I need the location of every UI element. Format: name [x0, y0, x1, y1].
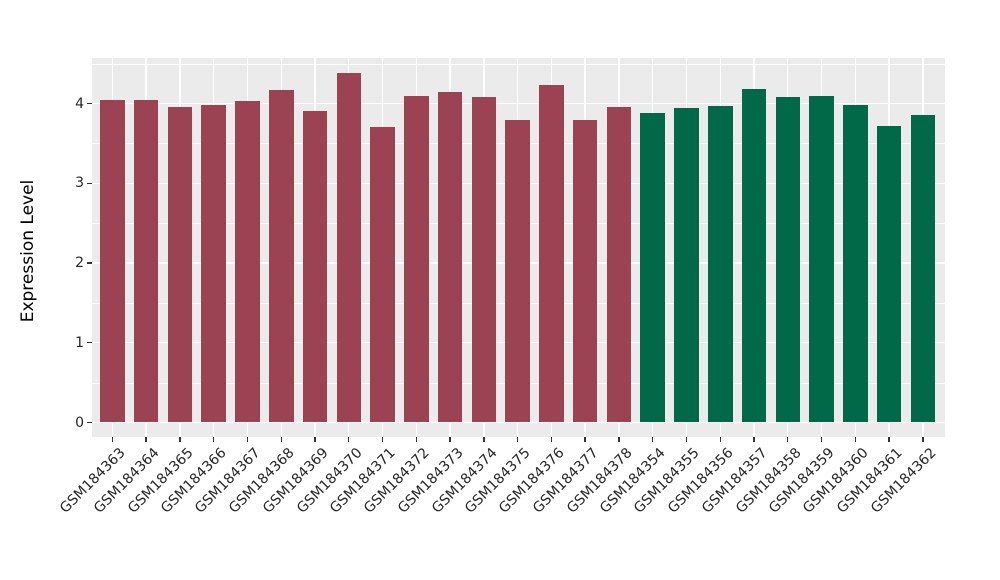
bar-GSM184360 [843, 105, 868, 423]
x-tick-mark [584, 437, 586, 442]
bar-GSM184358 [775, 97, 801, 423]
bar-GSM184356 [708, 105, 733, 423]
bar-GSM184373 [437, 92, 463, 423]
y-tick-label: 4 [75, 95, 84, 112]
x-tick-mark [550, 437, 553, 442]
y-tick-mark [87, 262, 92, 264]
x-tick-mark [516, 437, 519, 442]
bar-GSM184372 [404, 95, 429, 423]
y-tick-label: 1 [75, 334, 84, 351]
bar-GSM184376 [539, 85, 564, 423]
x-tick-mark [280, 437, 282, 442]
bar-GSM184377 [572, 120, 598, 423]
x-tick-mark [449, 437, 451, 442]
bar-GSM184368 [269, 89, 294, 423]
bar-GSM184366 [201, 105, 226, 423]
minor-gridline [92, 63, 945, 65]
bar-GSM184378 [606, 106, 632, 423]
plot-panel [92, 58, 945, 437]
y-tick-mark [87, 421, 92, 424]
bar-GSM184369 [302, 110, 328, 423]
bar-GSM184361 [876, 125, 902, 423]
bar-GSM184359 [809, 96, 834, 423]
x-tick-mark [348, 437, 350, 442]
x-tick-mark [381, 437, 384, 442]
y-axis-title: Expression Level [18, 179, 38, 323]
y-tick-label: 0 [75, 414, 84, 431]
bar-GSM184354 [640, 113, 665, 423]
x-tick-mark [854, 437, 857, 442]
major-gridline [92, 102, 945, 105]
x-tick-mark [415, 437, 418, 442]
bar-GSM184355 [674, 108, 699, 423]
x-tick-mark [685, 437, 688, 442]
bar-GSM184362 [910, 114, 936, 423]
x-tick-mark [652, 437, 654, 442]
bar-GSM184371 [370, 126, 395, 423]
bar-GSM184364 [133, 99, 159, 423]
x-tick-mark [314, 437, 316, 442]
major-gridline [92, 421, 945, 424]
y-tick-mark [87, 182, 92, 184]
x-tick-mark [483, 437, 485, 442]
x-tick-mark [179, 437, 181, 442]
bar-GSM184357 [741, 89, 767, 423]
x-tick-mark [719, 437, 721, 442]
x-tick-mark [111, 437, 114, 442]
x-tick-mark [922, 437, 924, 442]
bar-GSM184375 [505, 120, 530, 423]
x-tick-mark [888, 437, 890, 442]
y-tick-mark [87, 102, 92, 105]
y-tick-label: 2 [75, 255, 84, 271]
x-tick-mark [213, 437, 215, 442]
bar-GSM184370 [336, 73, 362, 423]
bar-GSM184374 [471, 97, 497, 423]
y-tick-mark [87, 342, 92, 344]
y-tick-label: 3 [75, 175, 84, 192]
x-tick-mark [753, 437, 755, 442]
bar-GSM184367 [235, 101, 260, 423]
x-tick-mark [246, 437, 249, 442]
x-tick-mark [787, 437, 789, 442]
bar-GSM184363 [100, 100, 125, 423]
x-tick-mark [820, 437, 823, 442]
x-tick-mark [145, 437, 147, 442]
bar-GSM184365 [167, 106, 193, 423]
x-tick-mark [618, 437, 620, 442]
